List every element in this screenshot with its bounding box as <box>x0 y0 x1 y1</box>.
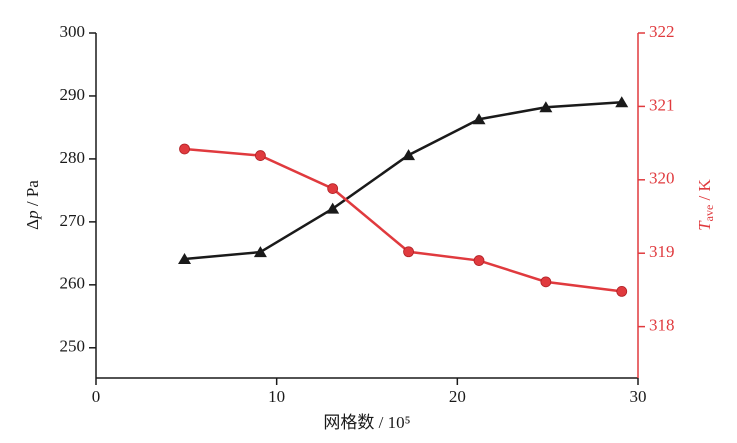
x-tick-label: 0 <box>92 387 101 406</box>
y-tick-label: 280 <box>60 148 86 167</box>
marker <box>255 150 266 161</box>
marker <box>616 285 628 297</box>
marker <box>539 101 553 113</box>
marker <box>402 149 416 161</box>
y2-label-var: T <box>695 220 714 231</box>
y-label-pre: Δ <box>23 219 42 230</box>
y2-tick-label: 319 <box>649 242 675 261</box>
y-label-var: p <box>23 210 42 220</box>
marker <box>540 276 552 288</box>
marker <box>326 202 340 214</box>
y-tick-label: 270 <box>60 211 86 230</box>
marker <box>473 255 485 266</box>
x-tick-label: 30 <box>630 387 647 406</box>
marker <box>472 113 486 125</box>
x-tick-label: 10 <box>268 387 285 406</box>
series-line <box>184 101 622 261</box>
marker <box>327 183 339 195</box>
y2-axis-label: Tave / K <box>695 178 716 230</box>
marker <box>179 143 190 155</box>
marker <box>253 246 267 258</box>
y2-tick-label: 318 <box>649 316 675 335</box>
y-axis-label: Δp / Pa <box>23 180 42 230</box>
y-label-unit: / Pa <box>23 180 42 211</box>
y-tick-label: 260 <box>60 274 86 293</box>
y-tick-label: 290 <box>60 85 86 104</box>
x-tick-label: 20 <box>449 387 466 406</box>
y2-label-sub: ave <box>702 205 716 222</box>
y2-tick-label: 322 <box>649 22 675 41</box>
series-line <box>184 147 622 293</box>
y2-tick-label: 321 <box>649 95 675 114</box>
y-tick-label: 250 <box>60 337 86 356</box>
y2-tick-label: 320 <box>649 169 675 188</box>
x-axis-label: 网格数 / 10⁵ <box>323 413 410 432</box>
y-tick-label: 300 <box>60 22 86 41</box>
marker <box>403 246 414 258</box>
marker <box>178 253 192 265</box>
y2-label-unit: / K <box>695 178 714 204</box>
marker <box>615 96 629 108</box>
